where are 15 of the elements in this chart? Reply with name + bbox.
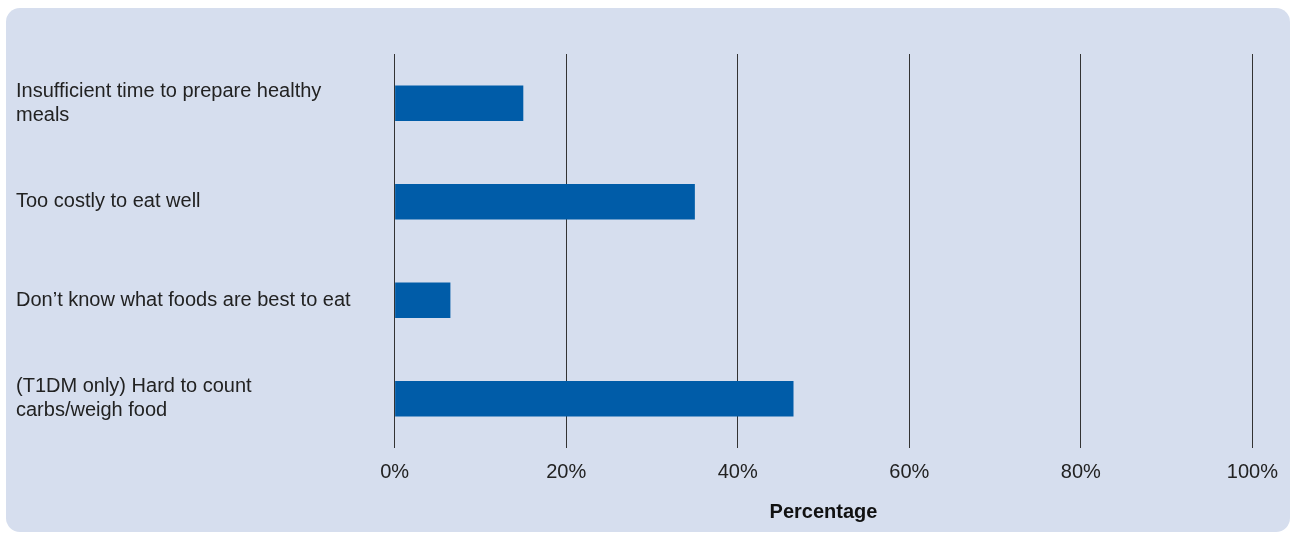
x-tick-label: 0% <box>380 459 410 482</box>
bar <box>395 381 794 417</box>
y-tick-label: Too costly to eat well <box>16 189 201 212</box>
y-tick-label: Don’t know what foods are best to eat <box>16 287 352 310</box>
bar <box>395 85 524 121</box>
y-tick-label: Insufficient time to prepare healthy meals <box>16 78 322 125</box>
x-tick-label: 100% <box>1226 459 1279 482</box>
bar <box>395 282 451 318</box>
x-tick-label: 80% <box>1060 459 1102 482</box>
y-tick-label: (T1DM only) Hard to count carbs/weigh food <box>16 374 253 421</box>
x-axis-title: Percentage <box>769 499 878 522</box>
bar <box>395 184 695 220</box>
x-tick-label: 40% <box>717 459 758 482</box>
x-tick-label: 60% <box>889 459 930 482</box>
x-tick-label: 20% <box>546 459 587 482</box>
